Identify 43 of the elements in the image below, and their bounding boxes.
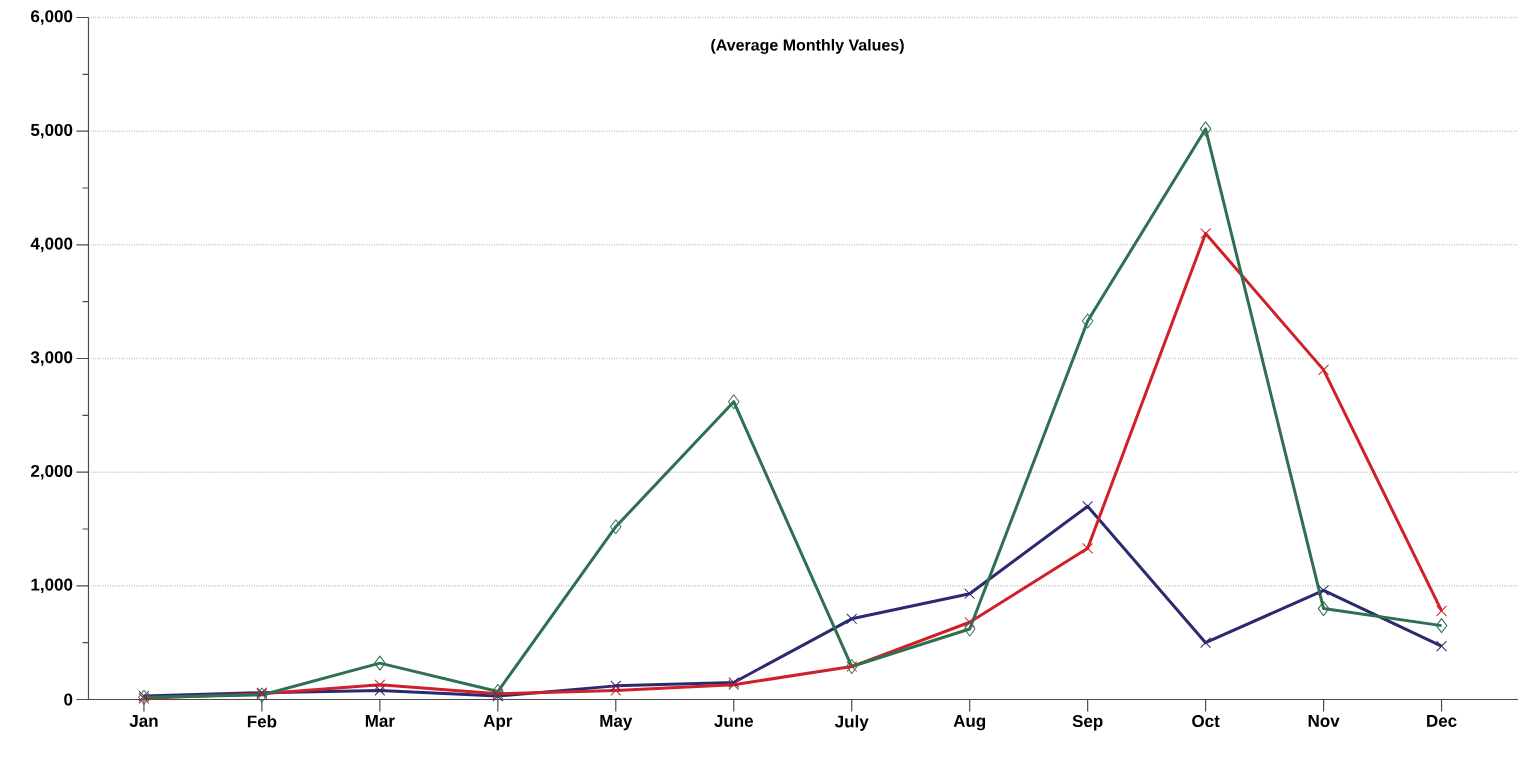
point (1436, 605, 1447, 617)
point (492, 684, 504, 700)
y-tick-label: 3,000 (30, 351, 73, 366)
point (1200, 228, 1212, 239)
point (1199, 121, 1212, 137)
y-tick-label: 6,000 (31, 10, 73, 25)
x-tick-label: Nov (1308, 715, 1340, 727)
y-tick-label: 5,000 (30, 123, 73, 139)
point (610, 680, 622, 692)
point (374, 655, 386, 671)
point (1435, 618, 1448, 634)
x-tick-label: May (600, 715, 633, 731)
x-tick-label: Apr (483, 715, 513, 731)
y-tick-label: 0 (64, 693, 73, 706)
point (1318, 584, 1330, 596)
point (846, 613, 858, 625)
x-tick-label: Dec (1427, 715, 1457, 727)
y-tick-label: 2,000 (31, 464, 73, 480)
point (1317, 601, 1330, 617)
point (374, 679, 386, 691)
x-tick-label: July (834, 715, 869, 731)
point (1082, 542, 1094, 554)
x-tick-label: Jan (129, 715, 158, 727)
point (374, 684, 386, 696)
x-tick-label: Mar (365, 715, 395, 727)
point (1200, 637, 1212, 649)
point (610, 684, 622, 696)
y-tick-label: 1,000 (31, 578, 73, 594)
text: (Average Monthly Values) (711, 38, 904, 54)
x-tick-label: Oct (1192, 715, 1220, 728)
point (728, 394, 740, 410)
x-tick-label: June (714, 715, 754, 727)
y-tick-label: 4,000 (30, 237, 73, 253)
point (964, 616, 976, 628)
point (610, 519, 622, 535)
point (1081, 313, 1094, 329)
x-tick-label: Sep (1072, 715, 1103, 731)
x-tick-label: Feb (247, 715, 277, 728)
point (1436, 640, 1447, 652)
point (1318, 364, 1330, 376)
x-tick-label: Aug (953, 715, 986, 731)
point (963, 621, 976, 637)
point (964, 588, 976, 600)
